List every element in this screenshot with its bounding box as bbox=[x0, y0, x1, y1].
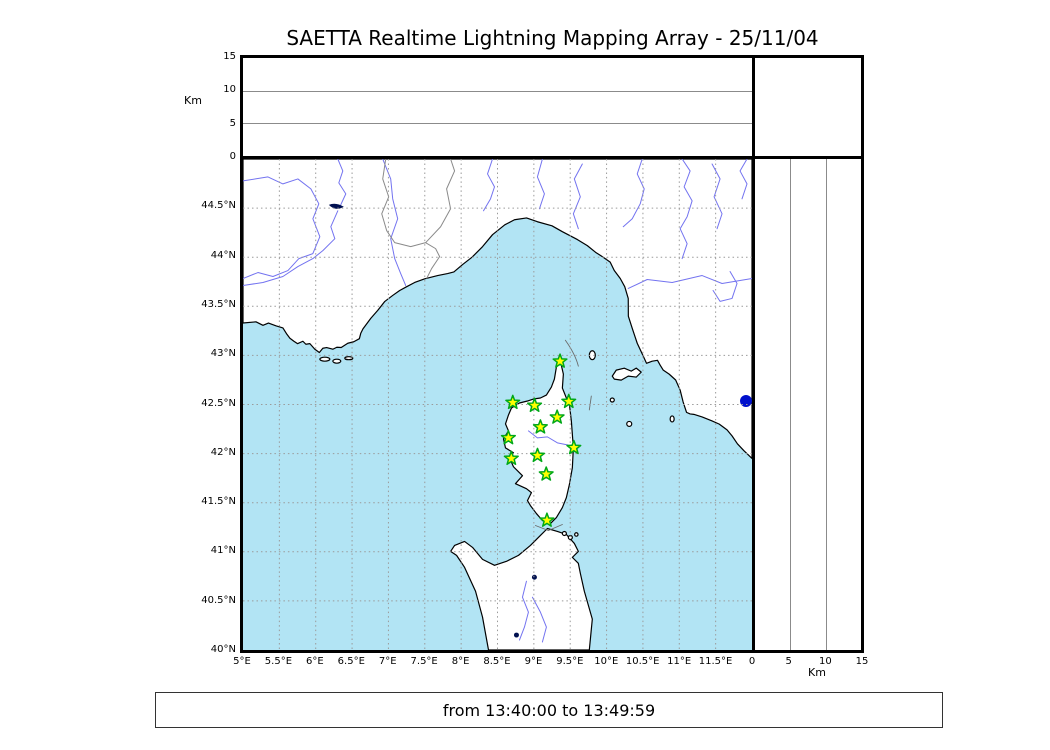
lon-tick-label: 11.5°E bbox=[698, 656, 733, 667]
altitude-tick-label: 10 bbox=[223, 84, 236, 96]
altitude-axis-unit: Km bbox=[184, 94, 202, 107]
station-marker bbox=[505, 394, 521, 410]
station-marker bbox=[549, 409, 565, 424]
lat-tick-label: 43°N bbox=[210, 348, 236, 360]
lat-tick-label: 43.5°N bbox=[201, 298, 236, 310]
station-marker bbox=[532, 419, 548, 434]
mainland-coast bbox=[243, 159, 752, 460]
right-km-axis-unit: Km bbox=[808, 666, 826, 679]
altitude-tick-label: 5 bbox=[229, 117, 236, 129]
lat-tick-label: 44.5°N bbox=[201, 200, 236, 212]
lon-tick-label: 9.5°E bbox=[556, 656, 584, 667]
auxiliary-lines bbox=[534, 339, 592, 531]
lon-tick-label: 6°E bbox=[306, 656, 324, 667]
station-marker bbox=[566, 439, 582, 455]
right-km-tick-label: 15 bbox=[855, 656, 869, 667]
station-marker bbox=[503, 450, 519, 466]
altitude-tick-label: 15 bbox=[223, 51, 236, 62]
lat-tick-label: 42°N bbox=[210, 446, 236, 458]
time-range-box: from 13:40:00 to 13:49:59 bbox=[155, 692, 943, 728]
lat-tick-label: 44°N bbox=[210, 249, 236, 261]
hyeres-island-3 bbox=[344, 356, 354, 361]
page-title: SAETTA Realtime Lightning Mapping Array … bbox=[286, 26, 819, 50]
lat-tick-label: 40°N bbox=[210, 644, 236, 655]
elba-island bbox=[611, 367, 642, 381]
hyeres-island-1 bbox=[319, 356, 331, 362]
lat-tick-label: 40.5°N bbox=[201, 594, 236, 606]
station-markers bbox=[500, 353, 582, 527]
station-marker bbox=[552, 353, 568, 368]
corsica-coast bbox=[502, 360, 574, 525]
corner-panel bbox=[752, 55, 864, 159]
sardinia-lake-2 bbox=[513, 632, 519, 638]
right-km-tick-label: 10 bbox=[818, 656, 832, 667]
right-km-tick-label: 5 bbox=[785, 656, 792, 667]
maddalena-island-1 bbox=[561, 530, 567, 537]
station-marker bbox=[538, 466, 554, 481]
lon-tick-label: 7.5°E bbox=[410, 656, 438, 667]
montecristo-island bbox=[626, 420, 633, 428]
right-km-tick-label: 0 bbox=[748, 656, 756, 667]
lat-tick-label: 42.5°N bbox=[201, 397, 236, 409]
lon-tick-label: 5°E bbox=[233, 656, 251, 667]
altitude-gridline-5km bbox=[243, 123, 752, 124]
graticule-grid bbox=[243, 159, 752, 650]
altitude-gridline-5km bbox=[790, 159, 791, 650]
altitude-gridline-10km bbox=[826, 159, 827, 650]
maddalena-island-3 bbox=[574, 532, 579, 537]
lakes bbox=[328, 203, 752, 638]
lon-tick-label: 11°E bbox=[667, 656, 692, 667]
station-marker bbox=[529, 447, 546, 463]
lake-serre-poncon bbox=[328, 203, 344, 209]
lat-tick-label: 41.5°N bbox=[201, 496, 236, 508]
altitude-latitude-panel bbox=[752, 156, 864, 653]
altitude-gridline-10km bbox=[243, 91, 752, 92]
altitude-tick-label: 0 bbox=[229, 151, 236, 162]
station-marker bbox=[561, 393, 577, 409]
time-range-text: from 13:40:00 to 13:49:59 bbox=[442, 700, 656, 720]
giglio-island bbox=[669, 415, 675, 423]
lon-tick-label: 5.5°E bbox=[264, 656, 293, 667]
lon-tick-label: 7°E bbox=[378, 656, 397, 667]
altitude-longitude-panel bbox=[240, 55, 755, 159]
lon-tick-label: 10°E bbox=[594, 656, 619, 667]
pianosa-island bbox=[609, 397, 615, 403]
map-canvas bbox=[243, 159, 752, 650]
hyeres-island-2 bbox=[332, 358, 342, 364]
lon-tick-label: 6.5°E bbox=[337, 656, 365, 667]
lon-tick-label: 8°E bbox=[451, 656, 470, 667]
lon-tick-label: 8.5°E bbox=[483, 656, 511, 667]
station-marker bbox=[539, 512, 555, 527]
station-marker bbox=[527, 397, 543, 413]
lake-bolsena bbox=[740, 395, 752, 407]
rivers bbox=[243, 159, 752, 643]
country-borders bbox=[381, 159, 456, 279]
sardinia-coast bbox=[449, 527, 593, 650]
sardinia-lake-1 bbox=[531, 574, 537, 580]
lat-tick-label: 41°N bbox=[210, 545, 236, 557]
lon-tick-label: 10.5°E bbox=[625, 656, 660, 667]
map-panel bbox=[240, 156, 755, 653]
lon-tick-label: 9°E bbox=[524, 656, 543, 667]
station-marker bbox=[500, 429, 516, 445]
